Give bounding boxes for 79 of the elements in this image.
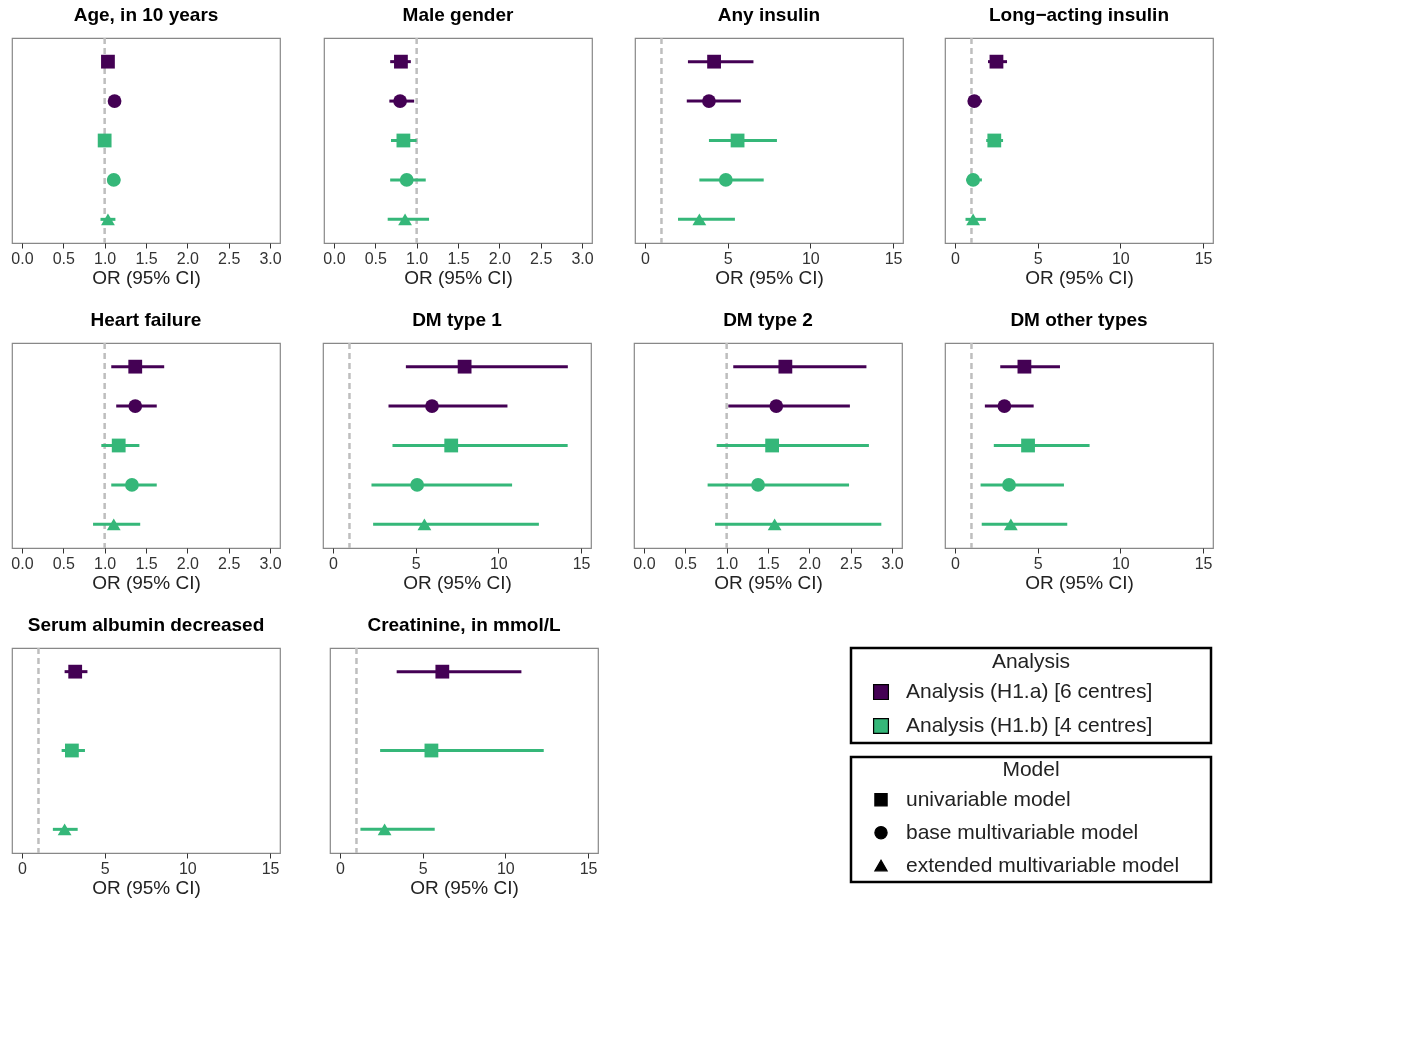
legend-label: base multivariable model: [906, 819, 1139, 843]
x-axis-title: OR (95% CI): [1025, 266, 1134, 288]
x-tick-label: 2.0: [176, 249, 200, 267]
x-tick-label: 3.0: [881, 554, 904, 572]
legend-label: extended multivariable model: [906, 852, 1180, 876]
x-axis-title: OR (95% CI): [714, 571, 823, 593]
x-tick-label: 0.0: [633, 554, 656, 572]
x-axis-title: OR (95% CI): [92, 571, 201, 593]
x-axis-title: OR (95% CI): [410, 876, 519, 898]
x-tick-label: 5: [411, 554, 421, 572]
legend-label: univariable model: [906, 786, 1071, 810]
x-tick-label: 15: [1194, 554, 1213, 572]
x-tick-label: 0.5: [52, 249, 75, 267]
x-tick-label: 5: [100, 859, 110, 877]
x-tick-label: 15: [572, 554, 591, 572]
x-tick-label: 10: [1111, 554, 1130, 572]
x-axis-title: OR (95% CI): [92, 266, 201, 288]
x-tick-label: 2.5: [218, 554, 241, 572]
x-tick-label: 3.0: [259, 554, 282, 572]
x-tick-label: 5: [723, 249, 733, 267]
x-tick-label: 0: [950, 249, 960, 267]
x-tick-label: 0: [17, 859, 27, 877]
x-tick-label: 1.0: [94, 554, 117, 572]
x-tick-label: 0.0: [11, 554, 34, 572]
x-tick-label: 15: [1194, 249, 1213, 267]
chart-title: DM other types: [1010, 308, 1148, 330]
x-axis-title: OR (95% CI): [403, 571, 512, 593]
legend-title: Analysis: [991, 648, 1071, 672]
x-tick-label: 1.5: [135, 249, 158, 267]
chart-title: Long−acting insulin: [989, 3, 1169, 25]
x-tick-label: 1.5: [447, 249, 470, 267]
x-tick-label: 5: [1033, 249, 1043, 267]
x-tick-label: 0.5: [674, 554, 697, 572]
x-tick-label: 2.0: [488, 249, 512, 267]
x-tick-label: 0: [335, 859, 345, 877]
x-tick-label: 10: [496, 859, 515, 877]
x-tick-label: 10: [1111, 249, 1130, 267]
x-tick-label: 0.0: [11, 249, 34, 267]
x-tick-label: 1.0: [94, 249, 117, 267]
x-tick-label: 3.0: [259, 249, 282, 267]
x-tick-label: 0: [640, 249, 650, 267]
x-tick-label: 15: [261, 859, 280, 877]
x-tick-label: 1.0: [406, 249, 429, 267]
x-axis-title: OR (95% CI): [1025, 571, 1134, 593]
x-tick-label: 2.5: [840, 554, 863, 572]
chart-title: Heart failure: [90, 308, 202, 330]
x-tick-label: 15: [579, 859, 598, 877]
chart-title: Male gender: [402, 3, 515, 25]
x-tick-label: 0.0: [323, 249, 346, 267]
x-tick-label: 0: [950, 554, 960, 572]
x-tick-label: 0.5: [364, 249, 387, 267]
x-tick-label: 5: [418, 859, 428, 877]
x-tick-label: 10: [178, 859, 197, 877]
legend-label: Analysis (H1.a) [6 centres]: [906, 679, 1153, 703]
x-tick-label: 2.0: [798, 554, 822, 572]
x-tick-label: 5: [1033, 554, 1043, 572]
x-tick-label: 15: [884, 249, 903, 267]
legend-title: Model: [1002, 757, 1060, 781]
chart-title: DM type 1: [412, 308, 503, 330]
chart-title: Any insulin: [717, 3, 821, 25]
x-tick-label: 1.5: [757, 554, 780, 572]
chart-title: DM type 2: [723, 308, 813, 330]
x-tick-label: 0: [328, 554, 338, 572]
x-tick-label: 0.5: [52, 554, 75, 572]
x-tick-label: 1.5: [135, 554, 158, 572]
x-tick-label: 10: [489, 554, 508, 572]
x-tick-label: 2.0: [176, 554, 200, 572]
x-tick-label: 10: [801, 249, 820, 267]
x-axis-title: OR (95% CI): [92, 876, 201, 898]
chart-title: Creatinine, in mmol/L: [367, 613, 561, 635]
x-tick-label: 1.0: [716, 554, 739, 572]
x-axis-title: OR (95% CI): [404, 266, 513, 288]
x-tick-label: 3.0: [571, 249, 594, 267]
chart-title: Serum albumin decreased: [27, 613, 265, 635]
x-axis-title: OR (95% CI): [715, 266, 824, 288]
x-tick-label: 2.5: [530, 249, 553, 267]
x-tick-label: 2.5: [218, 249, 241, 267]
legend-label: Analysis (H1.b) [4 centres]: [906, 713, 1153, 737]
chart-title: Age, in 10 years: [73, 3, 219, 25]
